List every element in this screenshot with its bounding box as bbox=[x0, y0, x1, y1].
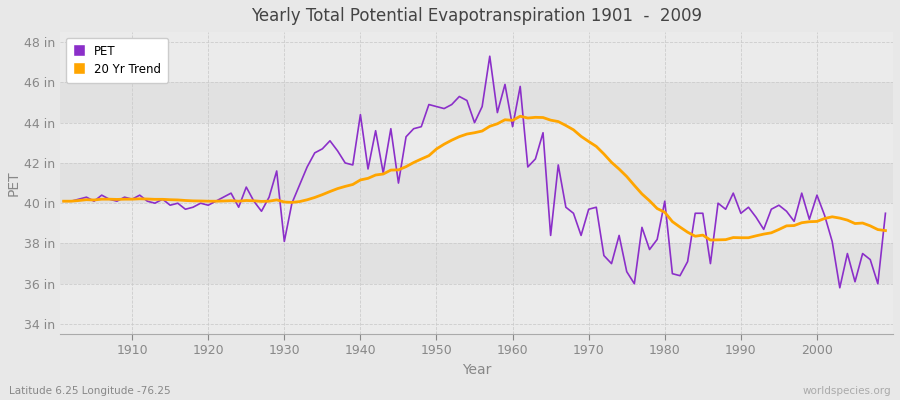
20 Yr Trend bbox=[58, 199, 69, 204]
PET bbox=[119, 195, 130, 200]
20 Yr Trend bbox=[606, 160, 616, 165]
Bar bbox=[59, 82, 893, 123]
PET bbox=[880, 211, 891, 216]
PET bbox=[834, 285, 845, 290]
PET bbox=[286, 201, 297, 206]
Bar bbox=[59, 244, 893, 284]
X-axis label: Year: Year bbox=[462, 363, 491, 377]
Bar bbox=[59, 163, 893, 203]
20 Yr Trend bbox=[880, 228, 891, 233]
PET bbox=[515, 84, 526, 89]
Text: worldspecies.org: worldspecies.org bbox=[803, 386, 891, 396]
PET bbox=[58, 199, 69, 204]
Title: Yearly Total Potential Evapotranspiration 1901  -  2009: Yearly Total Potential Evapotranspiratio… bbox=[251, 7, 702, 25]
Y-axis label: PET: PET bbox=[7, 170, 21, 196]
20 Yr Trend bbox=[705, 238, 716, 242]
20 Yr Trend bbox=[332, 186, 343, 191]
PET bbox=[606, 261, 616, 266]
PET bbox=[508, 124, 518, 129]
Legend: PET, 20 Yr Trend: PET, 20 Yr Trend bbox=[66, 38, 168, 83]
Line: 20 Yr Trend: 20 Yr Trend bbox=[64, 116, 886, 240]
Line: PET: PET bbox=[64, 56, 886, 288]
20 Yr Trend bbox=[119, 197, 130, 202]
Text: Latitude 6.25 Longitude -76.25: Latitude 6.25 Longitude -76.25 bbox=[9, 386, 171, 396]
PET bbox=[332, 148, 343, 153]
20 Yr Trend bbox=[286, 200, 297, 205]
20 Yr Trend bbox=[515, 114, 526, 119]
PET bbox=[484, 54, 495, 59]
20 Yr Trend bbox=[508, 118, 518, 123]
20 Yr Trend bbox=[500, 117, 510, 122]
